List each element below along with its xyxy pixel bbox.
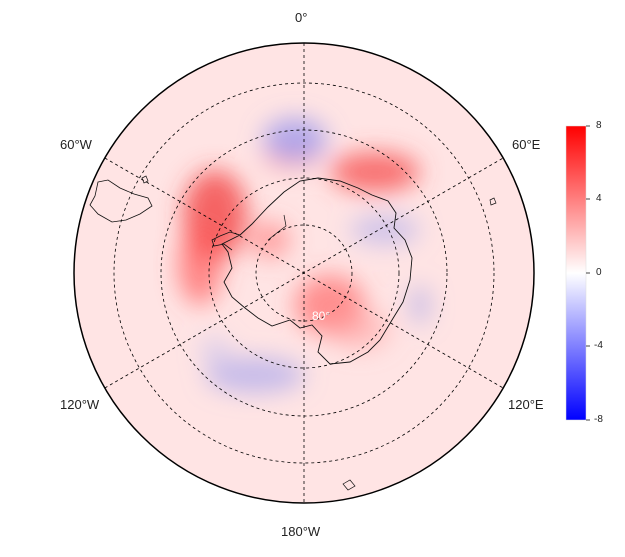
colorbar-tick-8: 8 <box>596 120 602 131</box>
colorbar-tick-0: 0 <box>596 267 602 278</box>
map-boundary <box>73 42 535 504</box>
lon-label-60e: 60°E <box>512 137 541 152</box>
colorbar <box>565 125 590 421</box>
lon-label-120e: 120°E <box>508 397 544 412</box>
colorbar-tick-neg4: -4 <box>594 340 603 351</box>
lon-label-0: 0° <box>295 10 308 25</box>
island-3 <box>141 175 149 184</box>
lon-label-60w: 60°W <box>60 137 92 152</box>
graticule-longitudes <box>104 43 504 503</box>
island-1 <box>342 479 356 491</box>
island-2 <box>489 197 497 206</box>
colorbar-ramp <box>565 125 587 421</box>
lon-label-180w: 180°W <box>281 524 321 539</box>
colorbar-tick-4: 4 <box>596 193 602 204</box>
colorbar-tick-neg8: -8 <box>594 414 603 425</box>
lon-label-120w: 120°W <box>60 397 100 412</box>
lat-label-80: 80° <box>312 309 330 323</box>
anomaly-field <box>74 43 534 503</box>
south-america-tip <box>89 179 153 223</box>
antarctic-peninsula <box>211 231 241 251</box>
antarctica-coastline <box>221 177 413 365</box>
